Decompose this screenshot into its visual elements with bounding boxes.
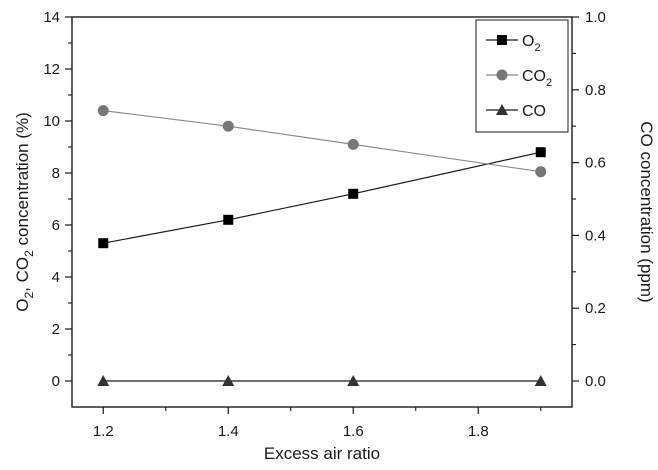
subscript: 2: [22, 250, 36, 257]
y-right-axis-title: CO concentration (ppm): [637, 121, 656, 302]
y-right-tick-label: 0.4: [585, 227, 606, 244]
data-point-o2: [223, 214, 234, 225]
x-tick-label: 1.4: [218, 423, 239, 440]
title-part: O: [13, 299, 32, 312]
y-left-tick-label: 10: [43, 113, 60, 130]
y-left-tick-label: 14: [43, 9, 60, 26]
y-left-tick-label: 12: [43, 61, 60, 78]
x-tick-label: 1.2: [93, 423, 114, 440]
legend-label-text: O: [522, 33, 534, 50]
data-point-co: [222, 375, 235, 387]
legend-box: [475, 19, 569, 133]
legend-label: CO2: [522, 68, 552, 89]
data-point-o2: [535, 147, 546, 158]
series-line-co2: [103, 110, 541, 173]
y-right-tick-label: 0.0: [585, 373, 606, 390]
data-point-co2: [535, 166, 547, 178]
y-left-tick-label: 8: [52, 165, 60, 182]
data-point-co: [97, 375, 110, 387]
data-point-o2: [348, 188, 359, 199]
legend-label-subscript: 2: [546, 77, 552, 89]
data-point-co2: [222, 120, 234, 132]
plot-frame: [71, 16, 573, 408]
y-left-tick-label: 6: [52, 217, 60, 234]
subscript: 2: [22, 292, 36, 299]
x-tick-label: 1.6: [343, 423, 364, 440]
y-right-tick-label: 0.8: [585, 82, 606, 99]
data-point-co: [534, 375, 547, 387]
legend-label: O2: [522, 33, 541, 54]
y-left-axis-title: O2, CO2 concentration (%): [13, 112, 36, 312]
x-axis-title: Excess air ratio: [264, 444, 380, 463]
data-point-co2: [97, 105, 109, 117]
data-point-o2: [98, 238, 109, 249]
legend-label-text: CO: [522, 103, 546, 120]
title-part: , CO: [13, 257, 32, 292]
title-part: concentration (%): [13, 112, 32, 250]
legend-label-text: CO: [522, 68, 546, 85]
y-right-tick-label: 0.6: [585, 155, 606, 172]
y-right-tick-label: 1.0: [585, 9, 606, 26]
y-left-tick-label: 2: [52, 321, 60, 338]
y-left-tick-label: 0: [52, 373, 60, 390]
series-line-o2: [103, 151, 541, 244]
legend-marker: [496, 69, 508, 81]
legend-marker: [496, 104, 508, 115]
legend-label-subscript: 2: [534, 42, 540, 54]
y-right-tick-label: 0.2: [585, 300, 606, 317]
legend-label: CO: [522, 103, 546, 120]
data-point-co2: [347, 138, 359, 150]
data-point-co: [347, 375, 360, 387]
x-tick-label: 1.8: [468, 423, 489, 440]
y-left-tick-label: 4: [52, 269, 60, 286]
legend-marker: [497, 35, 507, 45]
